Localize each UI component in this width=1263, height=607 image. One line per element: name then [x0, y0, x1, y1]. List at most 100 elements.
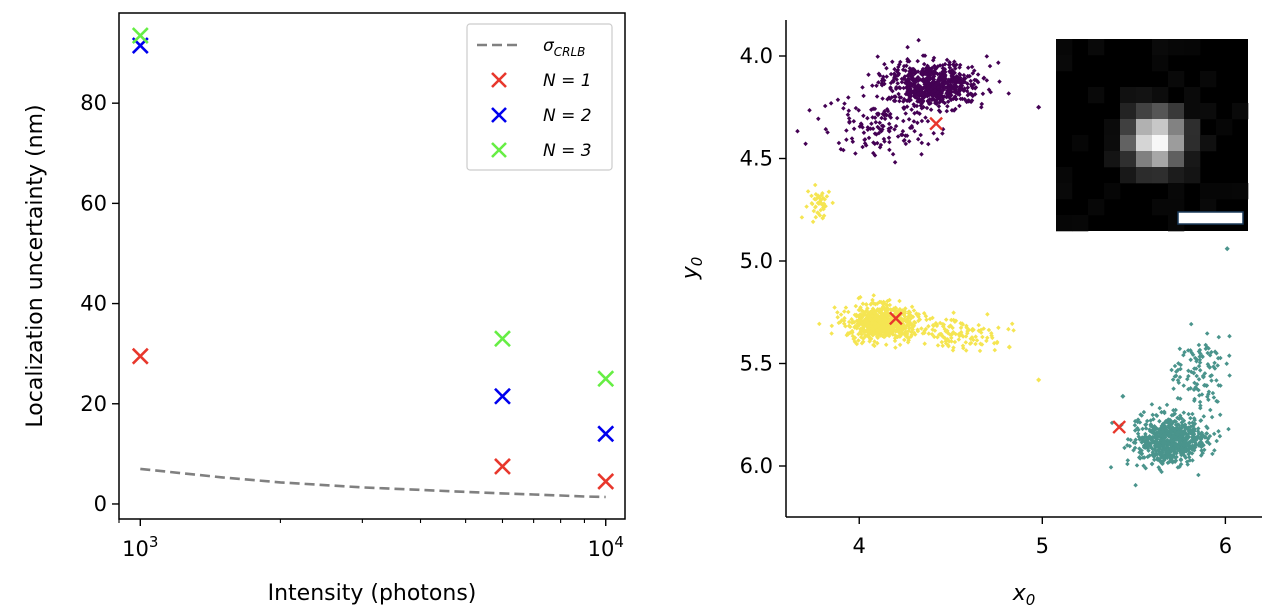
- localization-point: [1188, 348, 1193, 353]
- localization-point: [939, 339, 945, 345]
- localization-point: [926, 331, 932, 336]
- localization-point: [1198, 405, 1203, 411]
- localization-point: [1192, 440, 1198, 445]
- localization-point: [862, 321, 868, 326]
- localization-point: [976, 322, 981, 328]
- left-x-tick-label: 103: [122, 533, 158, 561]
- localization-point: [1186, 429, 1192, 434]
- localization-point: [865, 333, 871, 338]
- inset-pixel: [1056, 55, 1073, 72]
- localization-point: [853, 303, 859, 309]
- localization-point: [912, 320, 918, 325]
- localization-point: [1152, 427, 1158, 433]
- localization-point: [1168, 446, 1173, 451]
- inset-pixel: [1104, 151, 1121, 168]
- localization-point: [906, 311, 911, 316]
- localization-point: [1182, 349, 1187, 355]
- marker-n3: [597, 370, 615, 388]
- localization-point: [1147, 453, 1152, 458]
- marker-n2: [597, 425, 615, 443]
- inset-pixel: [1200, 103, 1217, 120]
- localization-point: [897, 342, 903, 348]
- localization-point: [904, 317, 909, 323]
- localization-point: [830, 200, 835, 206]
- localization-point: [1178, 396, 1183, 402]
- localization-point: [945, 104, 950, 109]
- localization-point: [868, 309, 873, 315]
- localization-point: [1156, 429, 1161, 435]
- inset-pixel: [1168, 39, 1185, 56]
- localization-point: [858, 334, 864, 340]
- uncertainty-chart: 0 20 40 60 80 103 104 Intensity (photons) Loc…: [23, 12, 626, 606]
- localization-point: [1171, 408, 1176, 413]
- localization-point: [1011, 328, 1016, 333]
- localization-point: [1196, 363, 1202, 369]
- localization-point: [901, 317, 907, 322]
- inset-pixel: [1152, 199, 1169, 216]
- localization-point: [846, 95, 851, 100]
- localization-point: [845, 331, 851, 336]
- inset-pixel: [1088, 39, 1105, 56]
- marker-n3: [131, 27, 149, 44]
- localization-point: [1200, 354, 1205, 360]
- localization-point: [1186, 411, 1191, 417]
- localization-point: [923, 326, 929, 332]
- localization-point: [1186, 368, 1191, 374]
- localization-point: [1216, 334, 1222, 340]
- localization-point: [860, 313, 866, 319]
- localization-point: [1195, 435, 1200, 441]
- localization-point: [1177, 426, 1182, 431]
- localization-point: [1194, 357, 1199, 362]
- localization-point: [853, 323, 858, 329]
- localization-point: [1142, 455, 1147, 460]
- inset-pixel: [1216, 183, 1233, 200]
- localization-point: [841, 321, 847, 326]
- localization-point: [875, 332, 880, 337]
- localization-point: [1172, 428, 1177, 433]
- localization-point: [916, 314, 921, 320]
- localization-point: [1177, 346, 1183, 352]
- localization-point: [1198, 418, 1203, 423]
- localization-point: [924, 105, 930, 111]
- inset-pixel: [1168, 71, 1185, 88]
- localization-point: [1036, 104, 1042, 110]
- localization-point: [977, 348, 983, 354]
- localization-point: [861, 130, 867, 135]
- localization-point: [984, 54, 990, 59]
- localization-point: [1143, 431, 1148, 437]
- inset-pixel: [1200, 135, 1217, 152]
- localization-point: [804, 204, 809, 209]
- psf-inset-image: [1056, 39, 1249, 232]
- inset-pixel: [1120, 151, 1137, 168]
- localization-point: [879, 313, 884, 318]
- localization-point: [1215, 363, 1220, 368]
- localization-point: [1209, 414, 1215, 420]
- localization-point: [866, 326, 872, 331]
- crlb-line: [140, 467, 606, 499]
- localization-point: [1131, 448, 1136, 453]
- localization-point: [885, 298, 890, 304]
- localization-point: [1133, 440, 1138, 446]
- left-y-tick-label: 60: [80, 191, 107, 215]
- localization-point: [978, 330, 984, 335]
- localization-point: [876, 317, 882, 323]
- localization-point: [1163, 425, 1169, 430]
- inset-pixel: [1168, 167, 1185, 184]
- localization-point: [1187, 450, 1192, 455]
- localization-point: [1162, 440, 1167, 445]
- localization-point: [1224, 246, 1230, 252]
- inset-pixel: [1120, 103, 1137, 120]
- localization-point: [1192, 396, 1197, 402]
- localization-point: [1149, 402, 1155, 407]
- localization-point: [991, 340, 997, 346]
- localization-point: [1177, 440, 1183, 446]
- localization-point: [866, 320, 871, 326]
- localization-point: [940, 131, 945, 136]
- localization-point: [1181, 443, 1187, 448]
- localization-point: [1153, 412, 1159, 418]
- localization-point: [1179, 446, 1184, 451]
- localization-point: [1178, 437, 1183, 442]
- localization-point: [968, 78, 973, 84]
- localization-point: [842, 101, 847, 106]
- inset-pixel: [1152, 103, 1169, 120]
